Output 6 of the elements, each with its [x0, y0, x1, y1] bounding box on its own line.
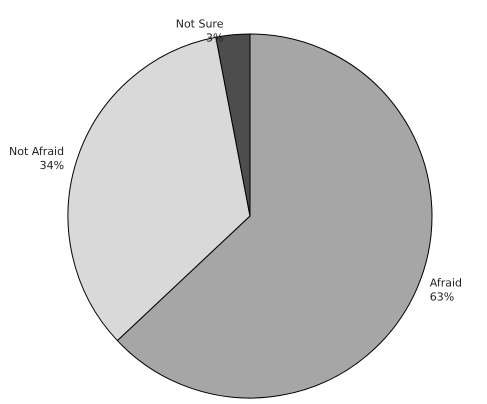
- slice-label: Not Sure: [176, 17, 224, 30]
- data-label: 34%: [40, 159, 64, 172]
- slice-label: Not Afraid: [9, 145, 64, 158]
- data-label: 63%: [430, 290, 454, 304]
- data-label: 3%: [206, 31, 224, 44]
- slice-label: Afraid: [430, 276, 462, 290]
